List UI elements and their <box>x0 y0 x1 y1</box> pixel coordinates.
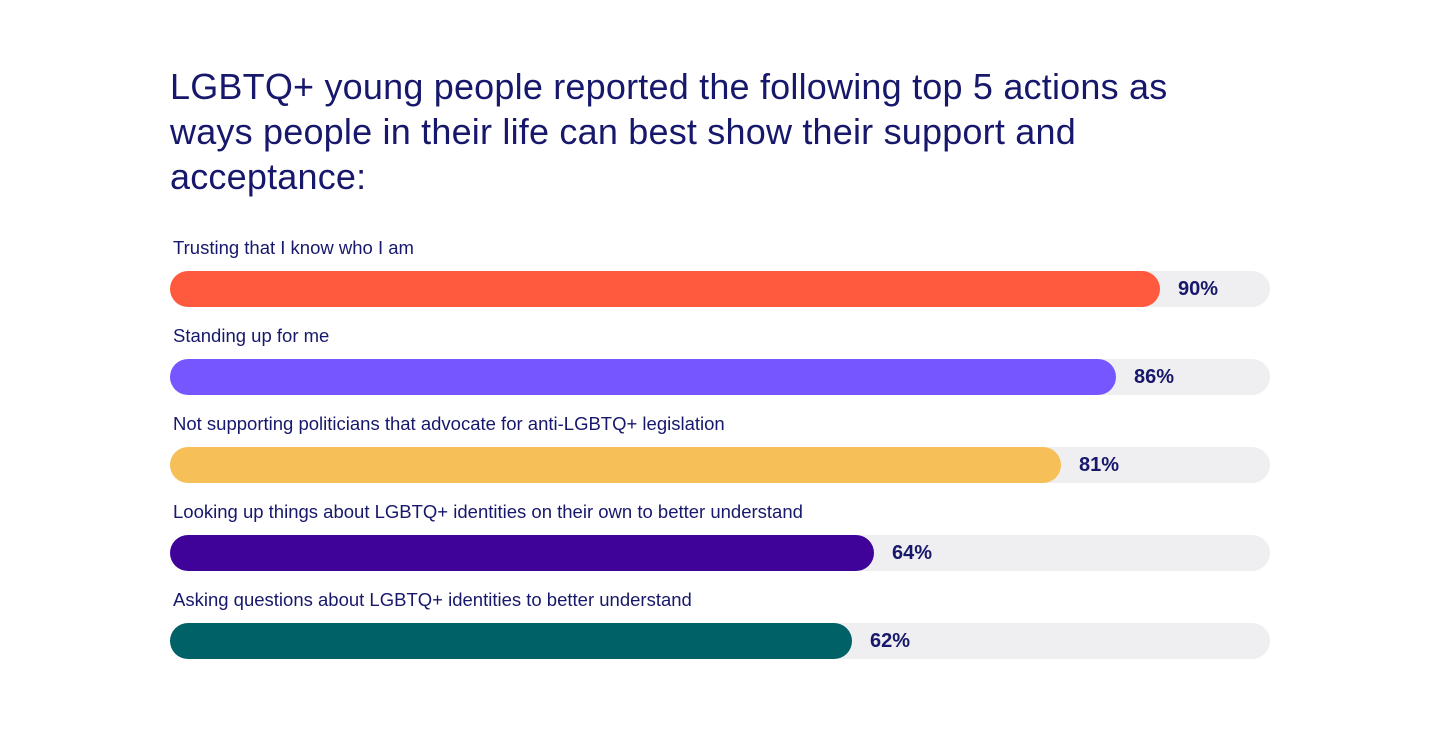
bar-list: Trusting that I know who I am 90% Standing… <box>170 237 1270 677</box>
value-label: 90% <box>1178 278 1219 300</box>
category-label: Trusting that I know who I am <box>173 237 414 258</box>
bar-row: Standing up for me 86% <box>170 325 1270 413</box>
category-label: Looking up things about LGBTQ+ identitie… <box>173 501 803 522</box>
bar <box>170 271 1160 307</box>
chart-title: LGBTQ+ young people reported the followi… <box>170 66 1168 197</box>
bar-track: 64% <box>170 535 1270 571</box>
category-label: Asking questions about LGBTQ+ identities… <box>173 589 692 610</box>
bar-track: 81% <box>170 447 1270 483</box>
value-label: 64% <box>892 542 933 564</box>
value-label: 81% <box>1079 454 1120 476</box>
bar-row: Asking questions about LGBTQ+ identities… <box>170 589 1270 677</box>
category-label: Standing up for me <box>173 325 330 346</box>
bar-row: Looking up things about LGBTQ+ identitie… <box>170 501 1270 589</box>
bar <box>170 623 852 659</box>
bar-track: 62% <box>170 623 1270 659</box>
chart: LGBTQ+ young people reported the followi… <box>170 64 1270 677</box>
bar <box>170 447 1061 483</box>
bar-row: Trusting that I know who I am 90% <box>170 237 1270 325</box>
category-label: Not supporting politicians that advocate… <box>173 413 725 434</box>
bar <box>170 359 1116 395</box>
value-label: 86% <box>1134 366 1175 388</box>
bar-track: 86% <box>170 359 1270 395</box>
bar-track: 90% <box>170 271 1270 307</box>
bar <box>170 535 874 571</box>
value-label: 62% <box>870 630 911 652</box>
bar-row: Not supporting politicians that advocate… <box>170 413 1270 501</box>
